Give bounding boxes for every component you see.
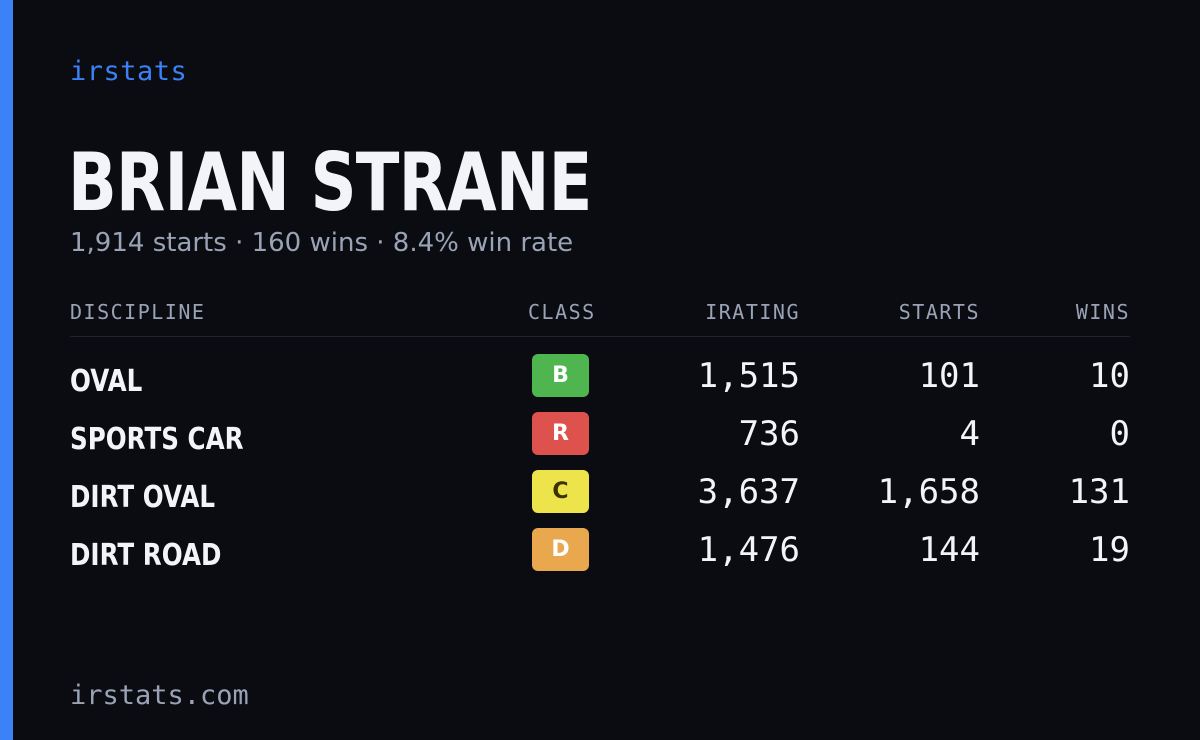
brand-logo[interactable]: irstats <box>70 56 188 87</box>
class-badge: C <box>532 470 589 513</box>
header-divider <box>70 336 1130 337</box>
table-row: DIRT OVAL C 3,637 1,658 131 <box>0 470 1200 528</box>
footer-url[interactable]: irstats.com <box>70 680 249 711</box>
wins-value: 131 <box>1068 472 1130 512</box>
class-badge: D <box>532 528 589 571</box>
starts-value: 1,658 <box>877 472 980 512</box>
irating-value: 736 <box>738 414 800 454</box>
accent-bar <box>0 0 13 740</box>
irating-value: 1,515 <box>697 356 800 396</box>
discipline-name: DIRT OVAL <box>70 480 216 515</box>
header-class: CLASS <box>528 300 596 324</box>
header-starts: STARTS <box>898 300 980 324</box>
table-row: OVAL B 1,515 101 10 <box>0 354 1200 412</box>
header-irating: IRATING <box>705 300 800 324</box>
irating-value: 1,476 <box>697 530 800 570</box>
table-row: SPORTS CAR R 736 4 0 <box>0 412 1200 470</box>
player-summary: 1,914 starts · 160 wins · 8.4% win rate <box>70 228 574 258</box>
irating-value: 3,637 <box>697 472 800 512</box>
wins-value: 19 <box>1089 530 1130 570</box>
starts-value: 144 <box>918 530 980 570</box>
starts-value: 4 <box>959 414 980 454</box>
discipline-name: DIRT ROAD <box>70 538 222 573</box>
wins-value: 0 <box>1109 414 1130 454</box>
player-name: BRIAN STRANE <box>68 136 592 229</box>
starts-value: 101 <box>918 356 980 396</box>
wins-value: 10 <box>1089 356 1130 396</box>
header-wins: WINS <box>1075 300 1130 324</box>
class-badge: B <box>532 354 589 397</box>
class-badge: R <box>532 412 589 455</box>
table-row: DIRT ROAD D 1,476 144 19 <box>0 528 1200 586</box>
discipline-name: SPORTS CAR <box>70 422 244 457</box>
discipline-name: OVAL <box>70 364 143 399</box>
header-discipline: DISCIPLINE <box>70 300 206 324</box>
